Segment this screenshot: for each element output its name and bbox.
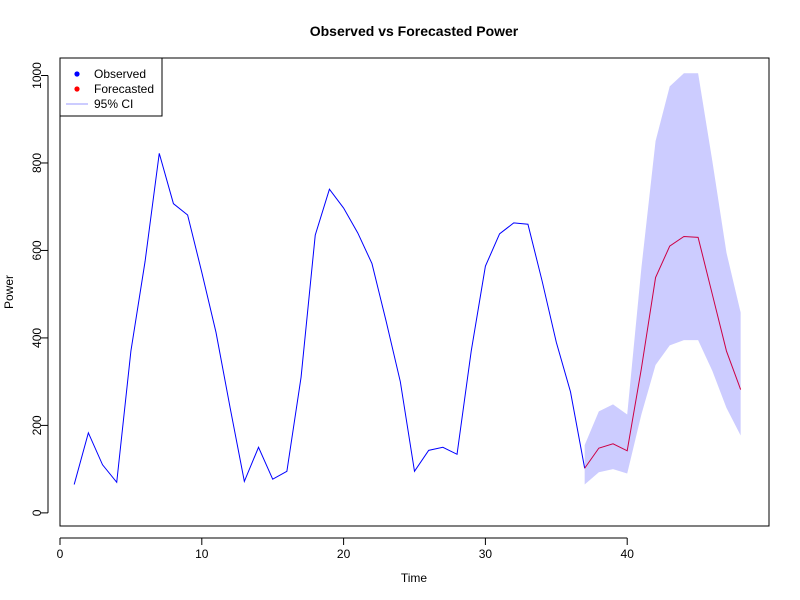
y-axis: 0 200 400 600 800 1000 bbox=[30, 62, 49, 516]
x-tick-label: 30 bbox=[479, 547, 493, 561]
legend-marker-observed bbox=[74, 71, 80, 77]
x-axis: 0 10 20 30 40 bbox=[57, 537, 635, 561]
legend-label: Forecasted bbox=[94, 82, 154, 96]
y-tick-label: 1000 bbox=[30, 62, 44, 89]
y-tick-label: 200 bbox=[30, 415, 44, 435]
plot-layer bbox=[73, 73, 742, 485]
x-tick-label: 40 bbox=[621, 547, 635, 561]
legend-label: 95% CI bbox=[94, 97, 133, 111]
plot-frame bbox=[59, 57, 770, 527]
y-tick-label: 800 bbox=[30, 153, 44, 173]
legend-label: Observed bbox=[94, 67, 146, 81]
x-axis-label: Time bbox=[401, 571, 428, 585]
chart-title: Observed vs Forecasted Power bbox=[310, 23, 519, 39]
x-tick-label: 0 bbox=[57, 547, 64, 561]
y-tick-label: 600 bbox=[30, 240, 44, 260]
y-tick-label: 0 bbox=[30, 509, 44, 516]
x-tick-label: 10 bbox=[195, 547, 209, 561]
series-line-observed bbox=[73, 153, 586, 485]
series-line-forecasted bbox=[584, 235, 742, 469]
ci-band bbox=[584, 73, 741, 485]
x-tick-label: 20 bbox=[337, 547, 351, 561]
y-tick-label: 400 bbox=[30, 328, 44, 348]
legend-marker-forecasted bbox=[74, 86, 80, 92]
y-axis-label: Power bbox=[2, 275, 16, 309]
